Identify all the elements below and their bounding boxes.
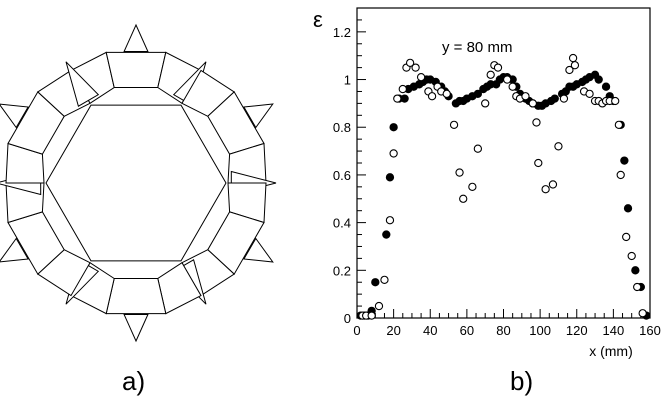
data-point-open [554,142,563,151]
data-point-open [468,182,477,191]
data-point-filled [620,156,629,165]
data-point-open [416,73,426,82]
data-point-open [411,63,420,72]
x-tick-label: 20 [386,323,400,338]
data-point-open [521,92,530,101]
hexagonal-detector-drawing [0,23,277,343]
data-point-filled [623,204,633,213]
corner-wedge [65,61,100,107]
wedge-tip [0,237,29,263]
series-open-markers [358,53,647,320]
data-point-open [367,311,376,320]
y-tick-label: 0.4 [333,216,351,231]
x-tick-label: 120 [566,323,588,338]
data-point-open [393,94,402,103]
data-point-open [585,89,594,98]
x-axis-label: x (mm) [589,343,633,359]
data-point-filled [382,230,391,239]
data-point-open [638,309,647,318]
y-axis-label: ε [313,7,323,32]
crystal-block [105,278,167,315]
data-point-open [559,94,569,103]
data-point-open [503,75,512,84]
data-point-filled [400,94,409,103]
data-point-filled [631,266,640,275]
data-point-open [570,61,580,70]
y-tick-label: 1 [344,73,351,88]
x-tick-label: 140 [603,323,625,338]
data-point-open [481,99,490,108]
data-point-open [473,144,483,153]
data-point-open [374,301,384,311]
data-point-open [493,63,503,72]
wedge-tip [123,23,149,52]
x-tick-label: 40 [423,323,437,338]
y-tick-label: 1.2 [333,25,351,40]
data-point-filled [389,123,398,132]
data-series [356,53,651,320]
data-point-open [528,99,537,108]
data-point-filled [601,82,611,91]
x-tick-label: 80 [496,323,510,338]
data-point-open [380,275,389,284]
wedge-tip [123,314,149,343]
data-point-open [534,158,543,168]
data-point-open [565,65,574,75]
wedge-tip [243,103,274,129]
y-tick-label: 0.6 [333,168,351,183]
data-point-open [616,170,625,180]
data-point-filled [473,89,483,98]
panel-a-label: a) [122,366,145,396]
y-tick-label: 0 [344,311,351,326]
x-tick-label: 160 [639,323,661,338]
data-point-open [532,118,541,127]
y-tick-label: 0.2 [333,263,351,278]
panel-b-label: b) [510,366,533,396]
data-point-open [633,282,642,292]
y-axis-ticks: 0 0.2 0.4 0.6 0.8 1 1.2 [333,7,366,326]
data-point-open [568,53,578,63]
data-point-open [459,194,468,203]
data-point-open [622,232,631,242]
data-point-filled [550,94,559,103]
scatter-chart: 0 20 40 60 80 100 120 140 160 00.20.40.60.811.2 … [313,7,661,359]
data-point-open [508,82,517,91]
crystal-block [105,51,167,88]
data-point-open [405,58,415,67]
x-tick-label: 0 [353,323,360,338]
wedge-tip [0,103,29,129]
data-point-open [398,84,407,94]
annotation-text: y = 80 mm [442,39,512,56]
data-point-open [389,149,398,158]
data-point-open [385,216,395,225]
data-point-open [442,89,451,98]
x-tick-label: 60 [460,323,474,338]
data-point-open [627,251,636,261]
data-point-open [455,168,464,177]
x-axis-ticks: 0 20 40 60 80 100 120 140 160 [353,309,661,338]
data-point-open [427,92,437,101]
y-tick-label: 0.8 [333,120,351,135]
data-point-filled [594,75,603,84]
data-point-open [548,180,558,189]
x-tick-label: 100 [529,323,551,338]
data-point-open [541,185,550,194]
data-point-open [486,70,495,79]
data-point-open [611,96,620,106]
data-point-open [449,120,459,129]
wedge-tip [243,237,274,263]
series-filled-markers [356,70,651,320]
data-point-filled [385,173,395,182]
data-point-open [614,120,624,129]
data-point-filled [371,278,380,287]
inner-hexagon [45,104,227,262]
